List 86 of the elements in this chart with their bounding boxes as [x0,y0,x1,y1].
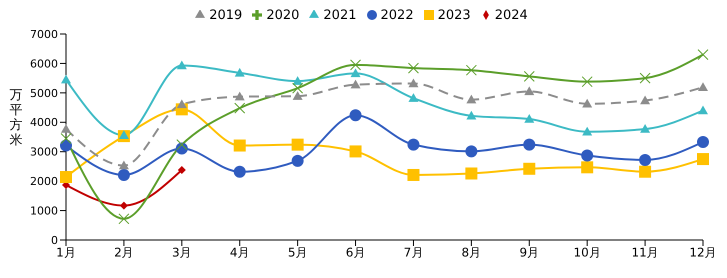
point [640,96,650,104]
x-tick-label: 7月 [404,246,424,260]
point [524,114,534,123]
point [523,138,536,151]
point [60,140,72,152]
point [118,160,129,170]
point [582,126,592,136]
point [292,91,303,100]
x-tick-label: 12月 [689,246,717,260]
x-tick-label: 11月 [631,246,659,260]
y-tick-label: 6000 [30,57,58,70]
x-tick-label: 5月 [288,246,308,260]
point [234,102,246,114]
point [178,166,186,174]
point [292,154,304,167]
point [698,82,708,92]
point [350,145,362,158]
legend-label: 2024 [494,8,528,23]
point [697,136,709,148]
point [582,76,593,88]
x-tick-label: 8月 [462,246,482,260]
legend-label: 2022 [380,8,414,23]
point [176,139,188,150]
point [698,106,708,114]
point [176,99,187,108]
point [466,64,477,76]
x-tick-label: 10月 [574,246,601,260]
point [234,166,246,178]
point [292,76,303,85]
point [408,78,418,88]
x-tick-label: 3月 [172,246,192,260]
y-tick-label: 1000 [30,204,58,218]
x-tick-label: 1月 [56,246,76,260]
point [61,74,71,84]
point [407,168,420,181]
point [698,49,708,60]
point [350,68,361,78]
legend-label: 2020 [266,8,300,23]
y-tick-label: 0 [51,234,58,247]
point [350,80,361,88]
point [523,162,536,175]
x-tick-label: 2月 [114,246,134,260]
y-tick-label: 5000 [30,86,58,100]
point [408,93,418,102]
point [118,168,130,181]
y-tick-label: 7000 [30,28,58,41]
point [524,70,535,82]
point [466,94,476,104]
x-tick-label: 9月 [519,246,540,260]
point [697,153,709,166]
point [640,72,651,84]
point [350,59,362,70]
point [466,110,476,120]
point [582,98,592,108]
point [639,166,652,178]
point [234,92,245,100]
point [407,138,420,151]
legend-label: 2021 [323,8,356,23]
point [118,213,130,224]
point [234,68,245,77]
point [581,150,594,162]
point [639,154,652,166]
legend-label: 2023 [438,8,471,23]
point [120,202,128,210]
point [581,161,594,174]
point [465,145,478,158]
y-tick-label: 3000 [30,146,58,159]
point [234,140,246,152]
point [292,82,304,94]
y-tick-label: 4000 [30,116,58,130]
point [176,60,187,70]
point [60,132,72,144]
point [60,171,72,184]
point [408,62,419,74]
x-tick-label: 6月 [346,246,366,260]
point [524,86,534,96]
x-tick-label: 4月 [230,246,250,260]
y-tick-label: 2000 [30,175,58,188]
legend-label: 2019 [209,8,242,23]
point [61,124,71,133]
point [292,138,304,151]
point [350,109,362,122]
point [465,167,478,180]
point [640,124,650,133]
y-axis-title: 万平方米 [8,88,24,148]
point [118,130,129,139]
